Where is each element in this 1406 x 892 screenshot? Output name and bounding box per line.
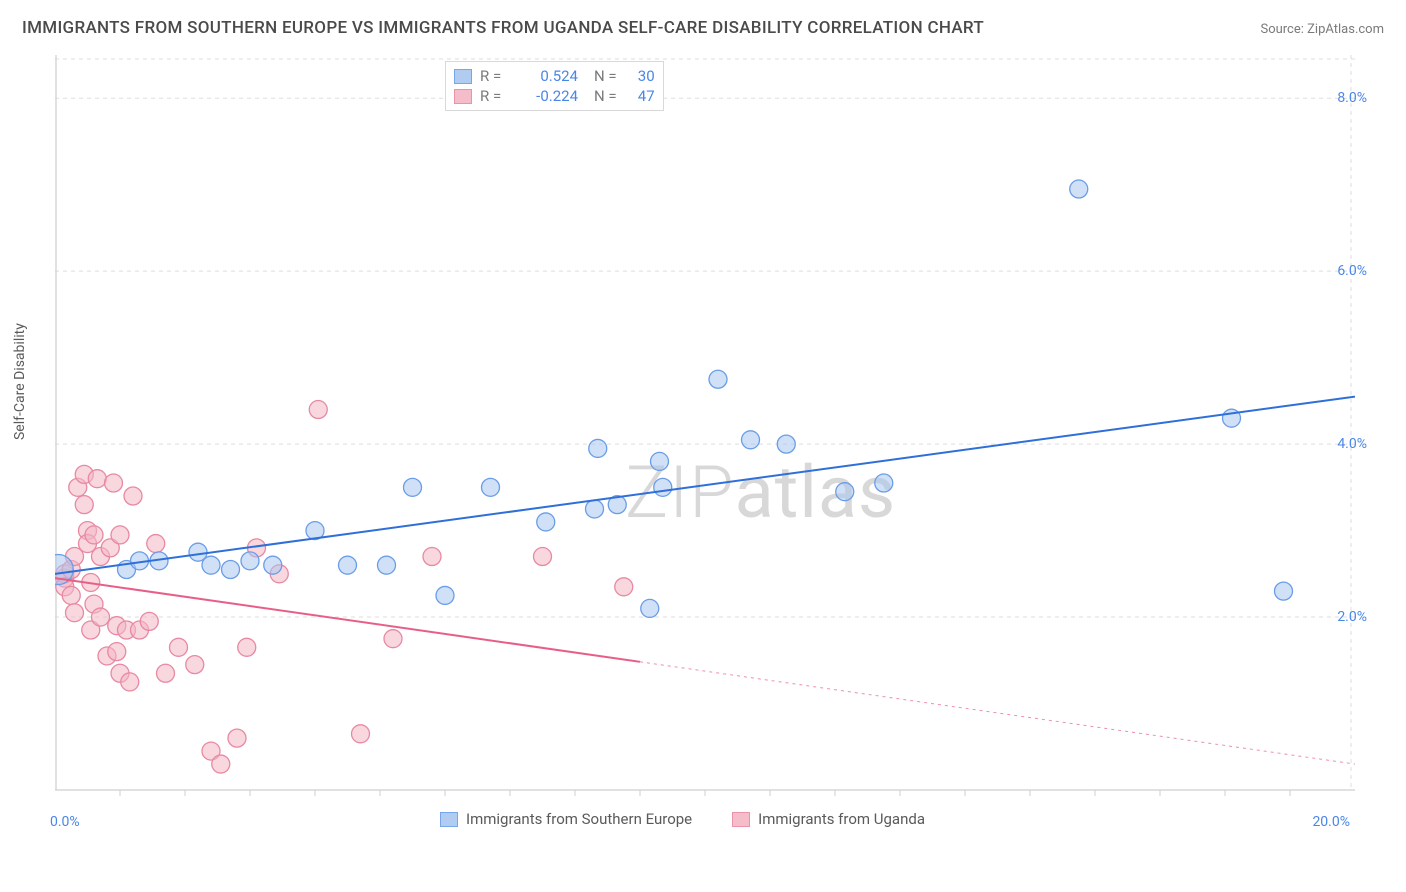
- r-label: R =: [480, 67, 510, 85]
- r-label: R =: [480, 87, 510, 105]
- y-tick-label: 8.0%: [1337, 90, 1367, 106]
- legend-stats: R = 0.524 N = 30 R = -0.224 N = 47: [445, 61, 664, 111]
- legend-item-0: Immigrants from Southern Europe: [440, 810, 692, 828]
- legend-stats-row-0: R = 0.524 N = 30: [454, 66, 655, 86]
- legend-item-1: Immigrants from Uganda: [732, 810, 925, 828]
- r-value: -0.224: [518, 87, 578, 105]
- legend-series: Immigrants from Southern Europe Immigran…: [440, 810, 925, 828]
- chart-area: ZIPatlas R = 0.524 N = 30 R = -0.224 N =…: [55, 55, 1355, 825]
- y-tick-label: 2.0%: [1337, 609, 1367, 625]
- legend-swatch-icon: [440, 812, 458, 827]
- legend-series-name: Immigrants from Uganda: [758, 810, 925, 828]
- n-value: 47: [625, 87, 655, 105]
- legend-swatch-icon: [454, 69, 472, 84]
- legend-swatch-icon: [732, 812, 750, 827]
- x-tick-label: 0.0%: [50, 814, 80, 830]
- scatter-plot: [55, 55, 1355, 825]
- n-label: N =: [594, 67, 617, 85]
- chart-title: IMMIGRANTS FROM SOUTHERN EUROPE VS IMMIG…: [22, 18, 984, 38]
- n-label: N =: [594, 87, 617, 105]
- x-tick-label: 20.0%: [1312, 814, 1350, 830]
- y-tick-label: 4.0%: [1337, 436, 1367, 452]
- y-axis-label: Self-Care Disability: [12, 323, 28, 440]
- y-tick-label: 6.0%: [1337, 263, 1367, 279]
- legend-stats-row-1: R = -0.224 N = 47: [454, 86, 655, 106]
- r-value: 0.524: [518, 67, 578, 85]
- legend-series-name: Immigrants from Southern Europe: [466, 810, 692, 828]
- source-attribution: Source: ZipAtlas.com: [1260, 22, 1384, 37]
- legend-swatch-icon: [454, 89, 472, 104]
- n-value: 30: [625, 67, 655, 85]
